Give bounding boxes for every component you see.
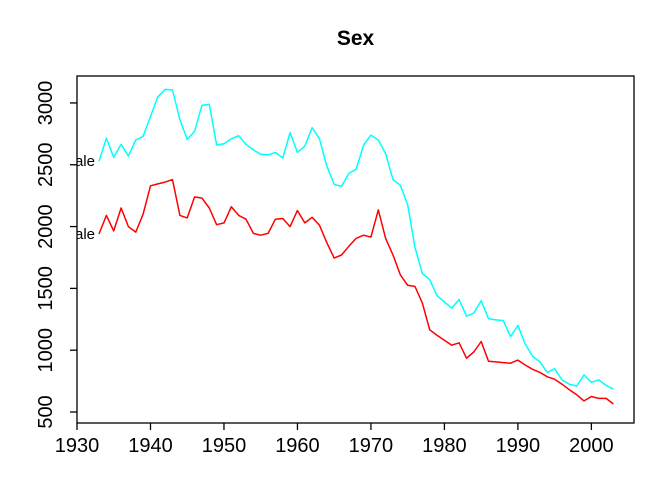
x-axis-tick-label: 1940: [128, 435, 173, 457]
x-axis-tick-label: 1960: [275, 435, 320, 457]
y-axis-tick-label: 2000: [35, 204, 57, 249]
y-axis-tick-label: 2500: [35, 143, 57, 188]
y-axis-tick-label: 1500: [35, 266, 57, 311]
series-label-male: Male: [62, 226, 95, 243]
y-axis-tick-label: 3000: [35, 81, 57, 126]
x-axis-tick-label: 1950: [202, 435, 247, 457]
series-line-male: [98, 178, 614, 405]
x-axis-tick-label: 1930: [55, 435, 100, 457]
y-axis-tick-label: 1000: [35, 328, 57, 373]
chart-title: Sex: [336, 27, 375, 50]
y-axis-tick-label: 500: [35, 395, 57, 428]
x-axis-tick-label: 2000: [569, 435, 614, 457]
series-label-female: Female: [45, 153, 95, 170]
x-axis-tick-label: 1970: [349, 435, 394, 457]
x-axis-tick-label: 1980: [422, 435, 467, 457]
x-axis-tick-label: 1990: [496, 435, 541, 457]
plot-box: [76, 75, 635, 424]
series-line-female: [98, 88, 614, 390]
